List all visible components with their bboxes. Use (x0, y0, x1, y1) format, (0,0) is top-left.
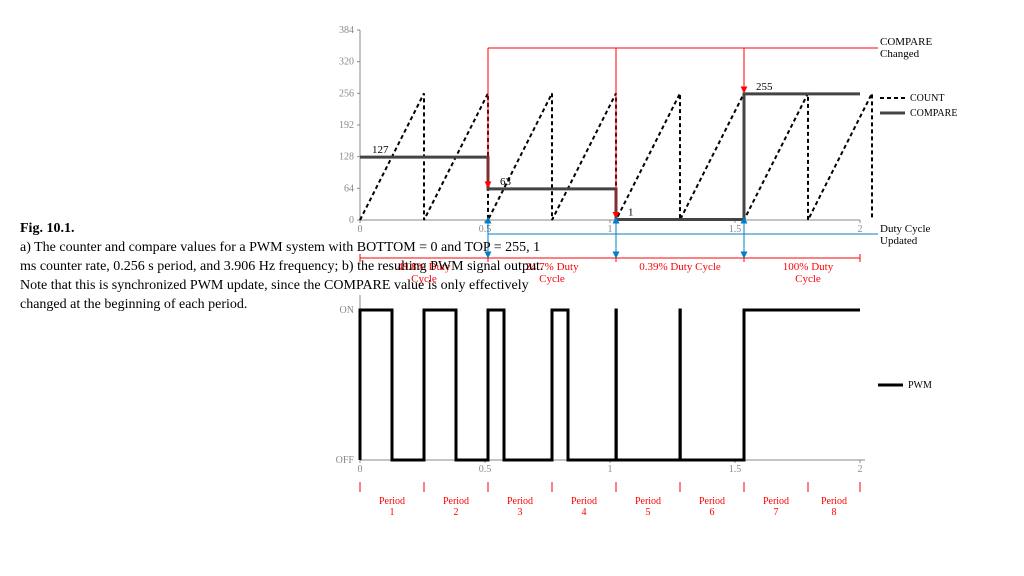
svg-text:Period: Period (763, 496, 789, 507)
svg-text:PWM: PWM (908, 380, 932, 391)
svg-text:1: 1 (628, 207, 634, 219)
svg-text:0.5: 0.5 (479, 464, 492, 475)
svg-text:5: 5 (646, 507, 651, 518)
svg-text:2: 2 (454, 507, 459, 518)
svg-text:Period: Period (507, 496, 533, 507)
svg-text:1.5: 1.5 (729, 464, 742, 475)
svg-text:128: 128 (339, 152, 354, 163)
svg-text:Period: Period (821, 496, 847, 507)
svg-text:1: 1 (608, 464, 613, 475)
svg-text:100% Duty: 100% Duty (783, 261, 834, 273)
svg-text:Period: Period (571, 496, 597, 507)
figure-caption: Fig. 10.1. a) The counter and compare va… (20, 220, 550, 314)
svg-text:Period: Period (379, 496, 405, 507)
svg-text:7: 7 (774, 507, 779, 518)
svg-text:64: 64 (344, 183, 354, 194)
svg-text:COMPARE: COMPARE (880, 36, 932, 48)
svg-text:Changed: Changed (880, 48, 920, 60)
svg-text:4: 4 (582, 507, 587, 518)
svg-text:1.5: 1.5 (729, 224, 742, 235)
svg-text:0: 0 (358, 464, 363, 475)
svg-text:0.39% Duty Cycle: 0.39% Duty Cycle (639, 261, 721, 273)
svg-text:255: 255 (756, 81, 773, 93)
svg-text:COMPARE: COMPARE (910, 108, 957, 119)
svg-text:COUNT: COUNT (910, 93, 944, 104)
svg-text:OFF: OFF (336, 455, 355, 466)
svg-text:2: 2 (858, 464, 863, 475)
svg-text:384: 384 (339, 25, 354, 36)
svg-text:2: 2 (858, 224, 863, 235)
svg-text:Period: Period (635, 496, 661, 507)
svg-text:1: 1 (390, 507, 395, 518)
svg-text:Duty Cycle: Duty Cycle (880, 223, 931, 235)
caption-label: Fig. 10.1. (20, 221, 74, 236)
svg-text:Period: Period (699, 496, 725, 507)
svg-text:3: 3 (518, 507, 523, 518)
svg-text:256: 256 (339, 88, 354, 99)
svg-text:Cycle: Cycle (795, 273, 821, 285)
svg-text:Period: Period (443, 496, 469, 507)
svg-text:Updated: Updated (880, 235, 918, 247)
svg-text:8: 8 (832, 507, 837, 518)
caption-body: a) The counter and compare values for a … (20, 240, 543, 312)
svg-text:6: 6 (710, 507, 715, 518)
svg-text:320: 320 (339, 57, 354, 68)
svg-text:63: 63 (500, 176, 512, 188)
svg-text:127: 127 (372, 144, 389, 156)
svg-text:192: 192 (339, 120, 354, 131)
svg-text:1: 1 (608, 224, 613, 235)
